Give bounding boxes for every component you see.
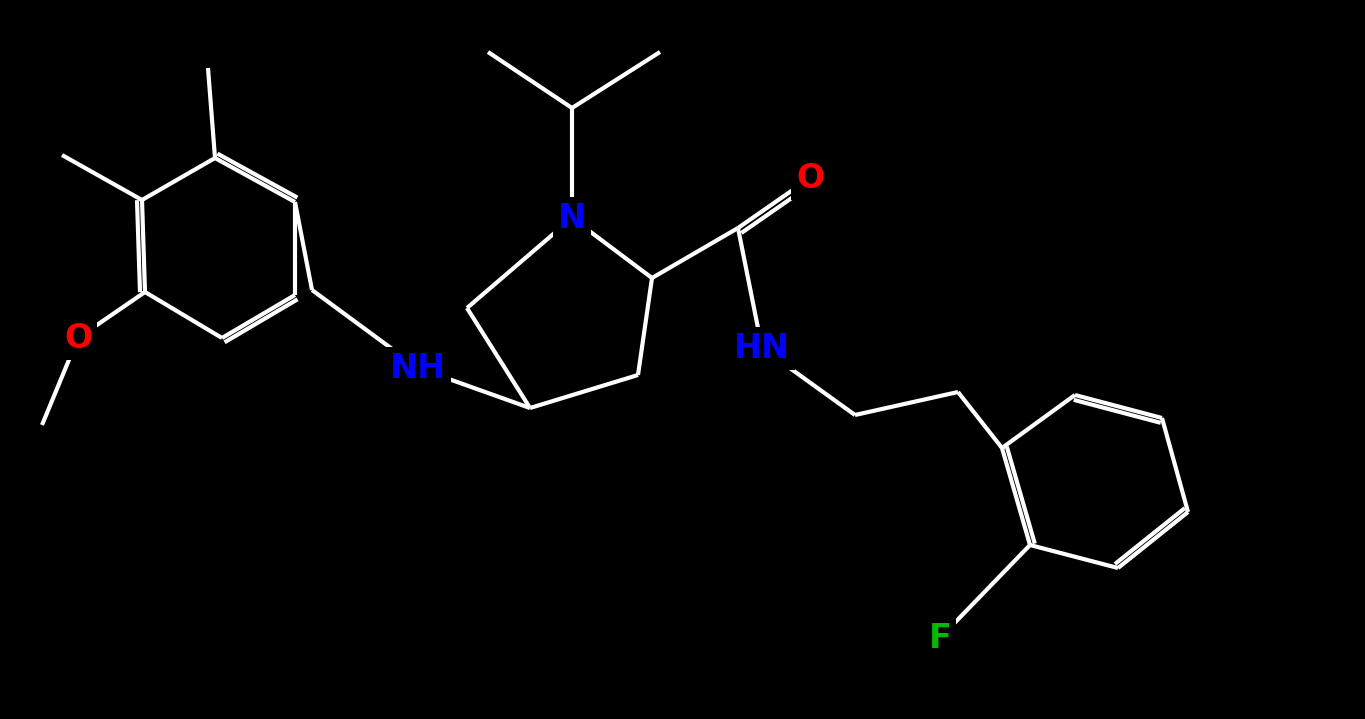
Text: O: O <box>64 321 91 354</box>
Text: NH: NH <box>390 352 446 385</box>
Text: HN: HN <box>734 331 790 365</box>
Text: N: N <box>558 201 586 234</box>
Text: O: O <box>796 162 824 195</box>
Text: F: F <box>928 621 951 654</box>
